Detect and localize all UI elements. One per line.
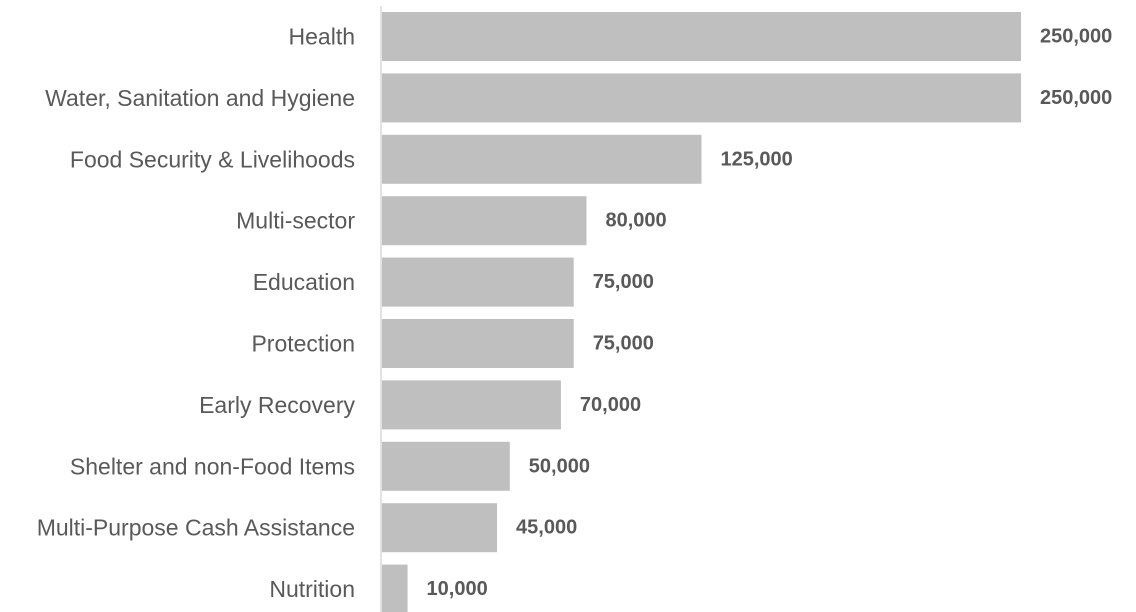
bar-7 [382, 441, 510, 491]
category-label: Multi-Purpose Cash Assistance [37, 515, 355, 541]
value-label: 75,000 [593, 271, 654, 293]
category-labels-group: Health Water, Sanitation and Hygiene Food … [37, 24, 356, 603]
category-label: Nutrition [269, 576, 355, 602]
bar-8 [382, 503, 498, 553]
category-label: Education [253, 269, 355, 295]
bar-6 [382, 380, 561, 430]
category-label: Multi-sector [236, 208, 355, 234]
value-label: 250,000 [1040, 26, 1112, 48]
bar-4 [382, 257, 574, 307]
value-label: 250,000 [1040, 87, 1112, 109]
bar-1 [382, 73, 1021, 123]
category-label: Health [289, 24, 355, 50]
value-label: 10,000 [427, 578, 488, 600]
category-label: Food Security & Livelihoods [70, 146, 355, 172]
bar-9 [382, 564, 408, 612]
bar-0 [382, 12, 1021, 61]
category-label: Early Recovery [199, 392, 355, 418]
value-label: 80,000 [605, 210, 666, 232]
category-label: Protection [251, 331, 355, 357]
bar-5 [382, 319, 574, 368]
value-label: 125,000 [721, 148, 793, 170]
category-label: Water, Sanitation and Hygiene [45, 85, 355, 111]
value-label: 45,000 [516, 517, 577, 539]
bar-2 [382, 134, 702, 184]
value-label: 75,000 [593, 333, 654, 355]
category-label: Shelter and non-Food Items [70, 453, 355, 479]
value-label: 50,000 [529, 455, 590, 477]
bar-3 [382, 196, 587, 246]
bars-group [382, 12, 1021, 612]
value-label: 70,000 [580, 394, 641, 416]
value-labels-group: 250,000 250,000 125,000 80,000 75,000 75,000 7… [427, 26, 1113, 601]
